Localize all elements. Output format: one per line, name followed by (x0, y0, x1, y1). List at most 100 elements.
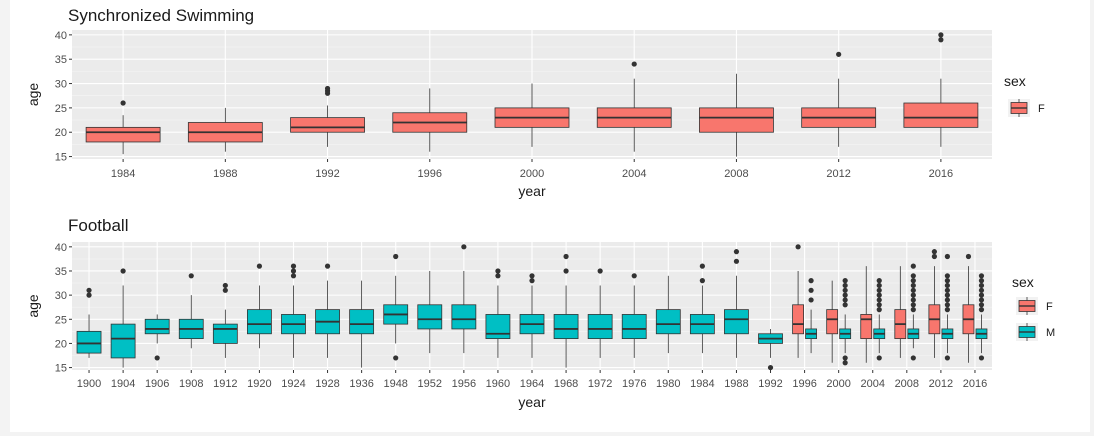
box-F-2004 (596, 61, 672, 152)
outlier-point (529, 273, 535, 279)
box-F-2008 (894, 266, 907, 358)
outlier-point (699, 278, 705, 284)
box-F-2008 (699, 73, 774, 157)
box-M-2008 (907, 263, 920, 361)
box-F-2012 (928, 249, 941, 358)
x-tick-label: 1980 (656, 378, 680, 390)
outlier-point (842, 302, 848, 308)
viewer-left-border (0, 0, 10, 436)
outlier-point (876, 278, 882, 284)
outlier-point (910, 307, 916, 313)
x-axis-label: year (518, 183, 546, 199)
box-M-1996 (805, 278, 817, 354)
legend-label: F (1046, 301, 1053, 313)
x-tick-label: 1984 (111, 168, 135, 180)
box-F-1984 (85, 100, 161, 155)
outlier-point (944, 302, 950, 308)
outlier-point (808, 278, 814, 284)
box-F-1988 (187, 107, 263, 152)
outlier-point (86, 287, 92, 293)
x-tick-label: 1964 (520, 378, 544, 390)
y-tick-label: 15 (55, 152, 67, 164)
box-M-1984 (689, 263, 715, 354)
outlier-point (222, 282, 228, 289)
box-M-1952 (417, 270, 443, 354)
outlier-point (944, 355, 950, 361)
outlier-point (154, 355, 160, 361)
outlier-point (910, 287, 916, 293)
outlier-point (767, 364, 774, 371)
box-M-1960 (485, 268, 511, 358)
x-tick-label: 1906 (145, 378, 169, 390)
outlier-point (188, 273, 194, 279)
box-M-1928 (315, 263, 340, 358)
outlier-point (120, 268, 126, 274)
box-M-1920 (247, 263, 272, 349)
outlier-point (910, 302, 916, 308)
x-tick-label: 1936 (349, 378, 373, 390)
x-tick-label: 1996 (792, 378, 816, 390)
box-body (587, 314, 613, 340)
outlier-point (529, 278, 535, 284)
outlier-point (931, 253, 937, 260)
x-tick-label: 1948 (383, 378, 407, 390)
outlier-point (978, 297, 985, 303)
box-body (212, 323, 238, 344)
outlier-point (120, 100, 126, 106)
x-tick-label: 1900 (77, 378, 101, 390)
legend: sex F (1004, 73, 1045, 117)
outlier-point (938, 32, 944, 38)
outlier-point (631, 61, 637, 67)
outlier-point (393, 253, 399, 260)
x-tick-label: 1992 (758, 378, 782, 390)
box-body (417, 304, 443, 330)
outlier-point (944, 287, 950, 293)
x-tick-label: 2004 (622, 168, 646, 180)
x-tick-label: 1976 (622, 378, 646, 390)
outlier-point (876, 307, 882, 313)
outlier-point (795, 244, 801, 250)
viewer-bottom-border (0, 432, 1094, 436)
x-tick-label: 1960 (486, 378, 510, 390)
x-tick-label: 1972 (588, 378, 612, 390)
outlier-point (910, 263, 916, 269)
x-tick-label: 1928 (315, 378, 339, 390)
x-tick-label: 2000 (520, 168, 544, 180)
x-tick-label: 2004 (860, 378, 884, 390)
outlier-point (324, 263, 331, 269)
outlier-point (290, 263, 297, 269)
box-M-1972 (587, 268, 613, 358)
outlier-point (910, 282, 916, 289)
x-tick-label: 2008 (895, 378, 919, 390)
box-body (826, 309, 839, 335)
outlier-point (978, 273, 985, 279)
outlier-point (944, 307, 950, 313)
x-tick-label: 1924 (281, 378, 305, 390)
synchronized-swimming-chart: Synchronized Swimming 15 20 25 30 35 40 1984 198… (25, 6, 1045, 199)
outlier-point (876, 292, 882, 298)
box-M-1956 (451, 244, 477, 354)
outlier-point (944, 292, 950, 298)
outlier-point (563, 268, 569, 274)
y-tick-label: 40 (55, 30, 67, 42)
outlier-point (978, 278, 985, 284)
box-M-1936 (349, 280, 375, 368)
box-F-1996 (392, 88, 468, 152)
box-M-1912 (212, 282, 238, 358)
outlier-point (222, 287, 228, 293)
outlier-point (495, 268, 501, 274)
box-M-1900 (76, 287, 102, 358)
box-M-1904 (110, 268, 136, 368)
box-M-1980 (655, 275, 681, 354)
outlier-point (393, 355, 399, 361)
outlier-point (978, 307, 985, 313)
box-F-2016 (962, 253, 975, 363)
chart-title: Football (68, 216, 128, 235)
box-M-1964 (519, 273, 545, 358)
outlier-point (256, 263, 263, 269)
box-body (144, 318, 170, 335)
box-body (76, 330, 102, 354)
box-F-1992 (290, 85, 365, 147)
legend-label: F (1038, 103, 1045, 115)
